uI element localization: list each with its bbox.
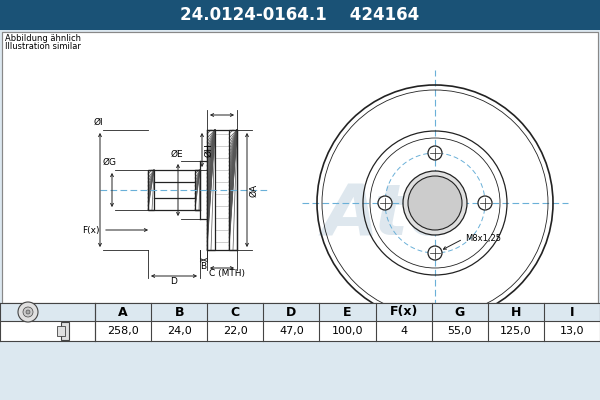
Text: C (MTH): C (MTH) [209, 269, 245, 278]
Text: A: A [118, 306, 128, 318]
Bar [207, 130, 215, 250]
Circle shape [403, 171, 467, 235]
Text: ØE: ØE [170, 150, 184, 159]
Text: F(x): F(x) [83, 226, 100, 234]
Text: 47,0: 47,0 [279, 326, 304, 336]
Text: 13,0: 13,0 [560, 326, 584, 336]
Text: C: C [231, 306, 240, 318]
Text: 258,0: 258,0 [107, 326, 139, 336]
Text: 24.0124-0164.1    424164: 24.0124-0164.1 424164 [181, 6, 419, 24]
Circle shape [378, 196, 392, 210]
Bar [57, 326, 65, 336]
Text: ØG: ØG [103, 158, 117, 167]
Text: ØI: ØI [93, 118, 103, 127]
Text: D: D [170, 277, 178, 286]
Bar [61, 322, 69, 340]
Bar [0, 321, 600, 341]
Bar [229, 130, 237, 250]
Text: D: D [286, 306, 296, 318]
Text: H: H [511, 306, 521, 318]
Text: 4: 4 [400, 326, 407, 336]
Circle shape [478, 196, 492, 210]
Text: 24,0: 24,0 [167, 326, 191, 336]
Text: I: I [569, 306, 574, 318]
Text: B: B [175, 306, 184, 318]
Text: G: G [455, 306, 465, 318]
Text: B: B [200, 262, 206, 271]
Bar [200, 161, 207, 219]
Bar [215, 130, 229, 250]
Bar [207, 130, 215, 250]
Text: 22,0: 22,0 [223, 326, 248, 336]
Bar [2, 32, 598, 303]
Text: Illustration similar: Illustration similar [5, 42, 81, 51]
Circle shape [408, 176, 462, 230]
Circle shape [428, 246, 442, 260]
Bar [0, 303, 600, 321]
Bar [195, 170, 200, 210]
Circle shape [23, 307, 33, 317]
Bar [2, 32, 598, 303]
Bar [148, 170, 154, 210]
Text: 100,0: 100,0 [332, 326, 363, 336]
Bar [0, 0, 600, 30]
Bar [229, 130, 237, 250]
Bar [154, 182, 195, 198]
Text: E: E [343, 306, 352, 318]
Circle shape [18, 302, 38, 322]
Circle shape [26, 310, 30, 314]
Bar [148, 170, 154, 210]
Bar [195, 170, 200, 210]
Text: F(x): F(x) [389, 306, 418, 318]
Circle shape [428, 146, 442, 160]
Text: Abbildung ähnlich: Abbildung ähnlich [5, 34, 81, 43]
Text: ØH: ØH [204, 143, 213, 157]
Text: M8x1,25: M8x1,25 [465, 234, 501, 244]
Text: 55,0: 55,0 [448, 326, 472, 336]
Text: ØA: ØA [249, 184, 258, 196]
Text: 125,0: 125,0 [500, 326, 532, 336]
Bar [148, 170, 200, 210]
Text: Ate: Ate [322, 180, 458, 250]
